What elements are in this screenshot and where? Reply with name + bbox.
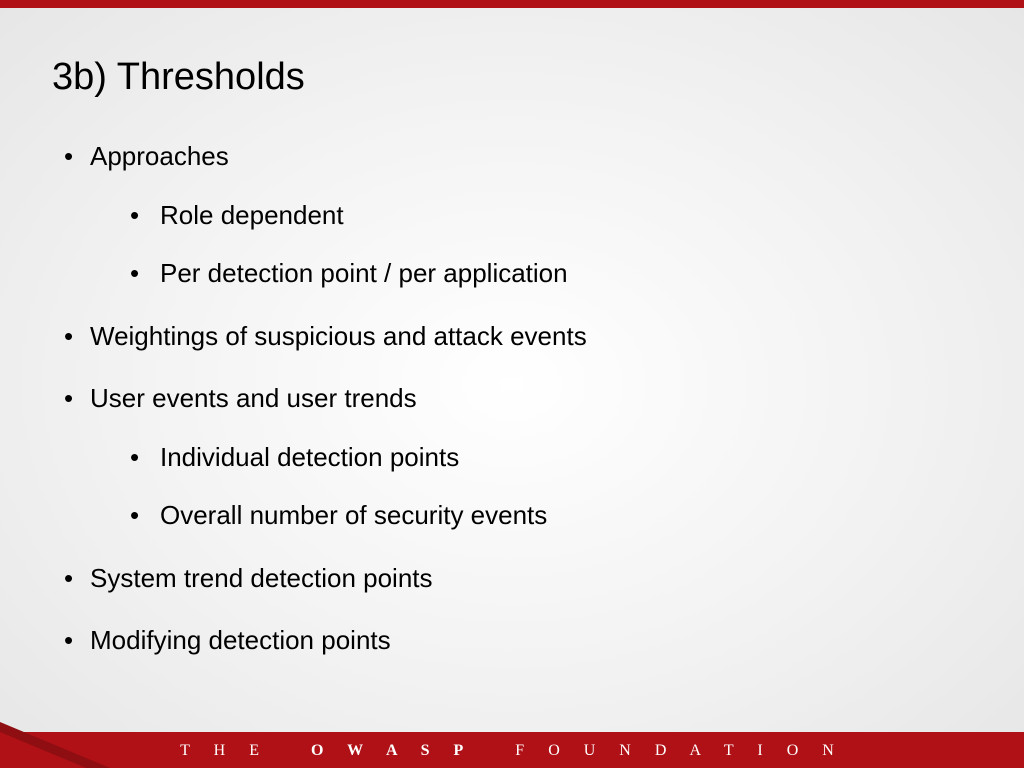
bullet-text: Approaches xyxy=(90,141,229,171)
bullet-text: Role dependent xyxy=(160,200,344,230)
footer-org: O W A S P xyxy=(311,742,473,759)
bullet-text: Individual detection points xyxy=(160,442,459,472)
bullet-item: Approaches Role dependent Per detection … xyxy=(60,140,964,290)
bullet-text: Weightings of suspicious and attack even… xyxy=(90,321,587,351)
bullet-item: System trend detection points xyxy=(60,562,964,595)
sub-bullet-item: Role dependent xyxy=(126,199,964,232)
slide-body: Approaches Role dependent Per detection … xyxy=(60,140,964,687)
bullet-text: User events and user trends xyxy=(90,383,417,413)
bullet-text: Per detection point / per application xyxy=(160,258,568,288)
footer-prefix: T H E xyxy=(180,742,269,759)
bullet-text: Modifying detection points xyxy=(90,625,391,655)
bullet-list: Approaches Role dependent Per detection … xyxy=(60,140,964,657)
slide-title: 3b) Thresholds xyxy=(52,56,305,99)
top-accent-bar xyxy=(0,0,1024,8)
footer-text: T H E O W A S P F O U N D A T I O N xyxy=(0,742,1024,760)
footer: T H E O W A S P F O U N D A T I O N xyxy=(0,722,1024,768)
sub-bullet-item: Individual detection points xyxy=(126,441,964,474)
slide: 3b) Thresholds Approaches Role dependent… xyxy=(0,0,1024,768)
bullet-item: Modifying detection points xyxy=(60,624,964,657)
bullet-item: Weightings of suspicious and attack even… xyxy=(60,320,964,353)
bullet-item: User events and user trends Individual d… xyxy=(60,382,964,532)
bullet-text: System trend detection points xyxy=(90,563,433,593)
sub-bullet-item: Per detection point / per application xyxy=(126,257,964,290)
sub-bullet-list: Role dependent Per detection point / per… xyxy=(90,199,964,290)
sub-bullet-list: Individual detection points Overall numb… xyxy=(90,441,964,532)
footer-suffix: F O U N D A T I O N xyxy=(515,742,844,759)
bullet-text: Overall number of security events xyxy=(160,500,547,530)
sub-bullet-item: Overall number of security events xyxy=(126,499,964,532)
